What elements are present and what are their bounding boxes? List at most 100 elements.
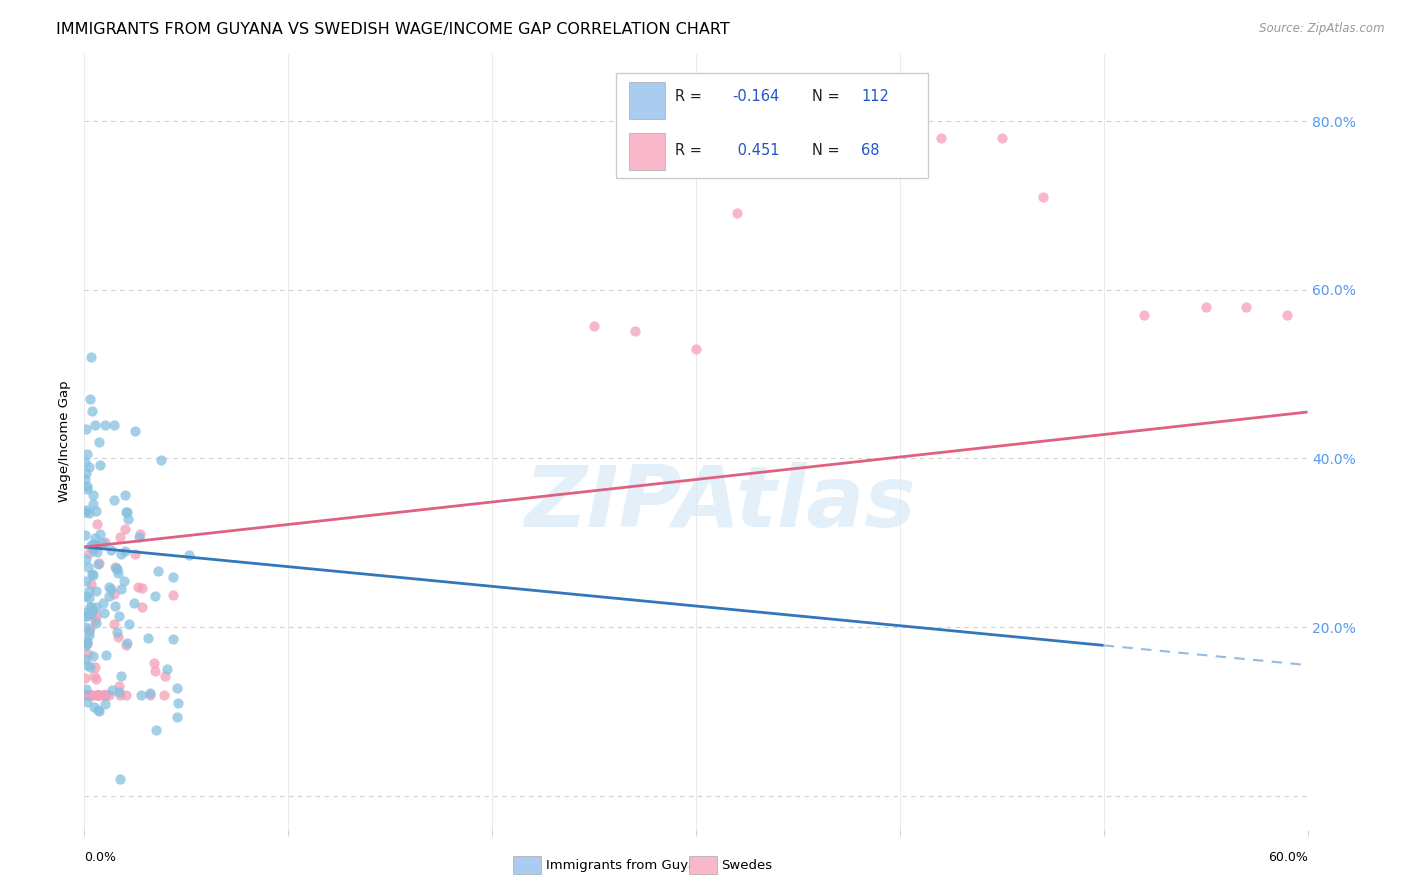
Point — [80, 607, 103, 621]
Point — [86, 688, 108, 702]
Point — [97, 581, 120, 595]
Point — [115, 505, 138, 519]
Point — [155, 669, 177, 683]
Point — [84, 616, 107, 631]
Point — [104, 561, 127, 575]
Point — [98, 688, 121, 702]
Point — [787, 146, 810, 161]
Point — [1195, 300, 1218, 314]
Point — [77, 560, 100, 574]
Point — [80, 538, 103, 552]
Point — [108, 679, 131, 693]
Point — [84, 531, 107, 545]
Point — [117, 512, 139, 526]
Point — [87, 688, 110, 702]
Point — [166, 681, 188, 695]
Point — [114, 543, 136, 558]
Point — [94, 688, 117, 702]
Point — [86, 544, 108, 558]
Point — [75, 681, 97, 696]
Point — [848, 131, 870, 145]
Point — [114, 505, 136, 519]
Point — [77, 506, 100, 520]
Point — [96, 648, 118, 663]
Point — [100, 542, 122, 557]
Point — [80, 577, 103, 591]
Point — [1277, 308, 1299, 322]
Point — [83, 417, 105, 432]
Point — [83, 659, 105, 673]
Point — [105, 562, 128, 576]
Point — [138, 631, 160, 645]
Point — [75, 528, 97, 542]
Point — [103, 616, 125, 631]
Point — [101, 682, 124, 697]
Point — [110, 582, 132, 596]
Point — [1032, 190, 1054, 204]
Point — [87, 556, 110, 570]
Point — [77, 624, 100, 638]
Point — [143, 656, 166, 670]
Text: Source: ZipAtlas.com: Source: ZipAtlas.com — [1260, 22, 1385, 36]
Point — [107, 609, 129, 624]
Point — [87, 703, 110, 717]
Point — [87, 688, 110, 702]
Point — [149, 453, 172, 467]
Point — [94, 688, 117, 702]
Point — [86, 517, 108, 532]
Point — [75, 503, 97, 517]
Point — [110, 772, 132, 786]
Text: N =: N = — [813, 143, 845, 158]
Point — [75, 620, 97, 634]
Text: Immigrants from Guyana: Immigrants from Guyana — [546, 859, 713, 871]
Point — [1236, 300, 1258, 314]
Point — [82, 488, 104, 502]
Point — [583, 318, 606, 333]
Text: N =: N = — [813, 88, 845, 103]
Point — [162, 588, 184, 602]
Point — [79, 688, 101, 702]
Point — [84, 672, 107, 686]
Point — [131, 582, 153, 596]
Point — [929, 131, 952, 145]
Point — [75, 688, 97, 702]
Point — [80, 350, 103, 364]
Point — [75, 651, 97, 665]
Point — [75, 466, 97, 480]
Point — [75, 472, 97, 486]
Point — [166, 710, 188, 724]
Point — [82, 497, 104, 511]
Text: -0.164: -0.164 — [733, 88, 780, 103]
Text: ZIPAtlas: ZIPAtlas — [524, 462, 917, 545]
Point — [83, 669, 105, 683]
Point — [91, 535, 114, 549]
Point — [1133, 308, 1156, 322]
Point — [75, 574, 97, 588]
Y-axis label: Wage/Income Gap: Wage/Income Gap — [58, 381, 72, 502]
Point — [131, 599, 153, 614]
Point — [129, 688, 152, 702]
Point — [100, 582, 122, 596]
Point — [108, 685, 131, 699]
FancyBboxPatch shape — [628, 133, 665, 170]
Point — [75, 504, 97, 518]
Point — [76, 688, 98, 702]
Text: R =: R = — [675, 143, 707, 158]
Point — [139, 688, 162, 702]
Point — [725, 205, 748, 219]
Point — [87, 688, 110, 702]
Point — [79, 392, 101, 407]
Point — [110, 548, 132, 562]
Point — [82, 567, 104, 582]
Point — [127, 581, 149, 595]
Point — [83, 613, 105, 627]
Point — [115, 635, 138, 649]
Point — [75, 605, 97, 619]
Point — [991, 131, 1014, 145]
Point — [79, 546, 101, 560]
Point — [76, 695, 98, 709]
Point — [83, 537, 105, 551]
Text: Swedes: Swedes — [721, 859, 772, 871]
Text: 0.0%: 0.0% — [84, 851, 117, 863]
Point — [86, 608, 108, 623]
